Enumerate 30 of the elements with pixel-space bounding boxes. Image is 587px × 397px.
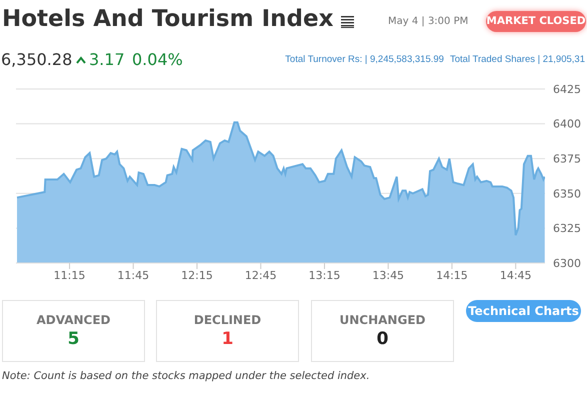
text: 1 [220, 329, 234, 349]
x-tick-label: 14:45 [500, 268, 532, 282]
text: 0.04% [132, 50, 183, 69]
x-tick-label: 11:15 [54, 268, 86, 282]
x-tick-label: 14:15 [436, 268, 468, 282]
y-tick-label: 6350 [553, 187, 581, 200]
text: 5 [66, 329, 80, 349]
text: Total Turnover Rs: | 9,245,583,315.99 [285, 54, 444, 65]
x-tick-label: 13:45 [372, 268, 404, 282]
y-tick-label: 6325 [553, 222, 581, 236]
text: Technical Charts [466, 300, 581, 322]
y-tick-label: 6300 [553, 256, 581, 270]
x-tick-label: 13:15 [308, 268, 340, 282]
y-tick-label: 6400 [553, 118, 581, 131]
text: ADVANCED [35, 313, 112, 327]
x-tick-label: 12:15 [181, 268, 213, 282]
text: 6,350.28 [1, 50, 72, 69]
text: UNCHANGED [338, 313, 426, 327]
y-tick-label: 6375 [553, 152, 581, 166]
x-tick-label: 12:45 [244, 268, 277, 282]
text: MARKET CLOSED [486, 11, 586, 32]
x-tick-label: 11:45 [117, 268, 150, 282]
text: Note: Count is based on the stocks mapped under the selected index. [2, 370, 370, 382]
text: 3.17 [89, 50, 125, 69]
text: Total Traded Shares | 21,905,31 [450, 54, 585, 65]
text: 0 [376, 329, 390, 349]
y-tick-label: 6425 [553, 82, 581, 96]
text: May 4 | 3:00 PM [388, 16, 468, 27]
text: DECLINED [192, 313, 262, 327]
chart-title: Hotels And Tourism Index [2, 6, 334, 32]
